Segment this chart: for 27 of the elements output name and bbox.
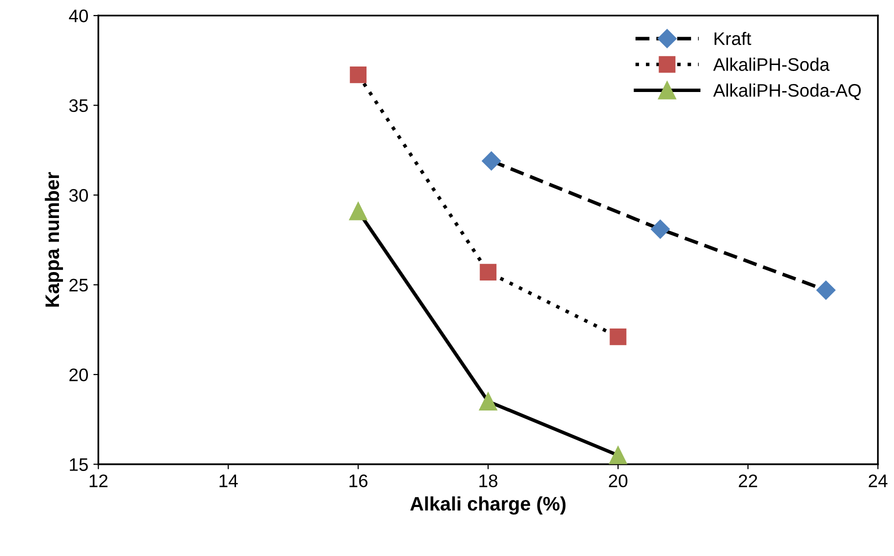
x-tick-label: 22 <box>738 474 758 488</box>
legend-label: Kraft <box>714 32 752 46</box>
point <box>482 151 501 170</box>
x-tick-label: 18 <box>479 474 498 488</box>
x-tick-label: 16 <box>350 474 368 488</box>
point <box>816 280 836 300</box>
y-tick-label: 15 <box>70 458 88 471</box>
x-tick-label: 12 <box>90 474 108 488</box>
legend-label: AlkaliPH-Soda-AQ <box>713 84 861 100</box>
point <box>350 66 367 84</box>
point <box>650 220 670 239</box>
y-tick-label: 35 <box>69 99 88 112</box>
y-axis-title: Kappa number <box>44 172 63 307</box>
point <box>349 202 368 220</box>
point <box>479 392 498 410</box>
y-tick-label: 25 <box>69 278 88 292</box>
point <box>609 446 628 464</box>
point <box>610 328 626 346</box>
x-tick-label: 24 <box>868 474 888 488</box>
x-axis-title: Alkali charge (%) <box>410 496 566 515</box>
x-tick-label: 20 <box>608 474 628 488</box>
y-tick-label: 20 <box>69 368 88 382</box>
legend-label: AlkaliPH-Soda <box>713 58 830 71</box>
point <box>480 264 496 281</box>
x-tick-label: 14 <box>220 474 238 488</box>
y-tick-label: 40 <box>68 10 88 22</box>
y-tick-label: 30 <box>69 188 88 202</box>
